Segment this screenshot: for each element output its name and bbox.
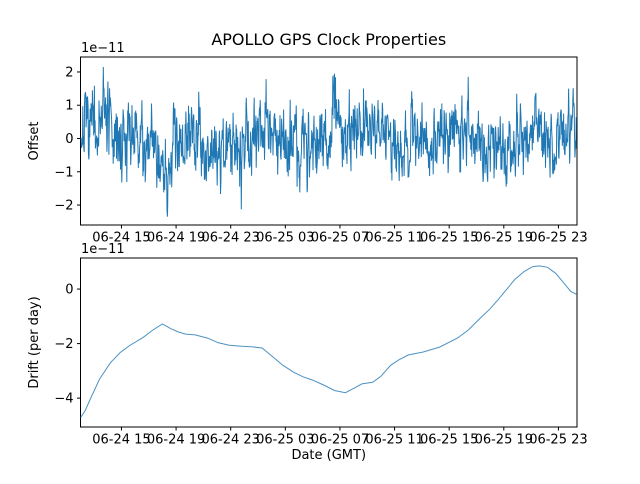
x-tick-label: 06-24 19: [147, 231, 205, 246]
x-tick-label: 06-24 15: [92, 231, 150, 246]
x-tick-label: 06-24 19: [147, 433, 205, 448]
y-tick-label: −2: [54, 337, 73, 352]
x-tick-label: 06-25 07: [311, 231, 369, 246]
x-tick-label: 06-25 11: [365, 433, 423, 448]
x-tick-label: 06-25 15: [420, 231, 478, 246]
figure-title: APOLLO GPS Clock Properties: [211, 30, 446, 49]
x-tick-label: 06-25 03: [256, 433, 314, 448]
y-tick-label: 0: [65, 283, 73, 298]
axes-frame: [80, 56, 578, 226]
x-tick-label: 06-25 03: [256, 231, 314, 246]
x-tick-label: 06-25 11: [365, 231, 423, 246]
bottom-ylabel: Drift (per day): [27, 296, 42, 388]
x-tick-label: 06-25 23: [529, 433, 587, 448]
x-tick-label: 06-25 19: [475, 433, 533, 448]
axes-frame: [80, 257, 578, 428]
y-tick-label: −4: [54, 392, 73, 407]
x-tick-label: 06-25 23: [529, 231, 587, 246]
y-tick-label: −1: [54, 165, 73, 180]
offset-series-line: [80, 66, 577, 217]
x-tick-label: 06-25 07: [311, 433, 369, 448]
xlabel: Date (GMT): [291, 448, 366, 463]
x-tick-label: 06-25 15: [420, 433, 478, 448]
x-tick-label: 06-25 19: [475, 231, 533, 246]
y-tick-label: 0: [65, 132, 73, 147]
y-tick-label: −2: [54, 199, 73, 214]
y-tick-label: 1: [65, 99, 73, 114]
y-tick-label: 2: [65, 65, 73, 80]
top-ylabel: Offset: [27, 121, 42, 160]
top-offset-exponent-label: 1e−11: [81, 41, 125, 56]
drift-series-line: [80, 265, 577, 418]
bottom-offset-exponent-label: 1e−11: [81, 242, 125, 257]
x-tick-label: 06-24 23: [201, 433, 259, 448]
x-tick-label: 06-24 23: [201, 231, 259, 246]
x-tick-label: 06-24 15: [92, 433, 150, 448]
